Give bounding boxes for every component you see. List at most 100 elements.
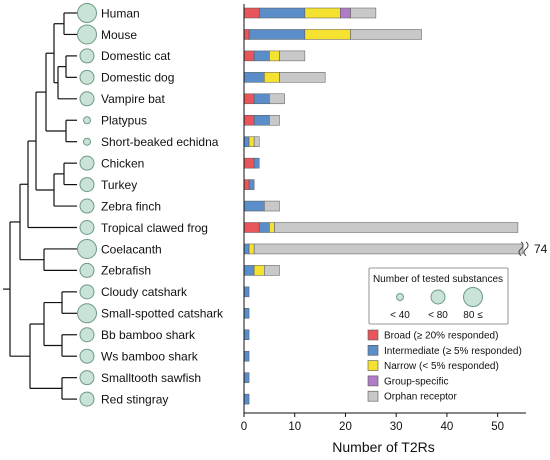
tested-substances-circle-platypus <box>83 116 91 125</box>
species-label-short-beaked-echidna: Short-beaked echidna <box>101 135 219 149</box>
bar-red-stingray-intermediate-5-responded <box>243 393 250 405</box>
legend-swatch-broad-20-responded <box>367 329 379 341</box>
tested-substances-circle-ws-bamboo-shark <box>79 348 95 364</box>
species-label-coelacanth: Coelacanth <box>101 242 162 256</box>
x-tick-label: 30 <box>390 421 403 433</box>
species-label-domestic-cat: Domestic cat <box>101 49 171 63</box>
species-label-human: Human <box>101 6 140 20</box>
truncated-total-label: 74 <box>534 242 548 256</box>
bar-vampire-bat-intermediate-5-responded <box>253 93 270 105</box>
tested-substances-circle-coelacanth <box>77 238 97 259</box>
tested-substances-circle-smalltooth-sawfish <box>79 370 95 386</box>
species-label-bb-bamboo-shark: Bb bamboo shark <box>101 328 196 342</box>
bar-platypus-orphan-receptor <box>269 115 280 126</box>
species-label-small-spotted-catshark: Small-spotted catshark <box>101 307 224 321</box>
bar-turkey-intermediate-5-responded <box>248 179 255 190</box>
bar-zebra-finch-intermediate-5-responded <box>243 200 265 212</box>
bar-platypus-broad-20-responded <box>243 115 255 126</box>
bar-human-narrow-5-responded <box>304 7 341 19</box>
tested-substances-circle-zebrafish <box>79 262 95 278</box>
tested-substances-circle-zebra-finch <box>79 198 95 214</box>
species-labels: Human Mouse Domestic cat Domestic dog Vampir… <box>101 6 224 406</box>
bar-zebra-finch-orphan-receptor <box>264 200 280 212</box>
legend-swatch-group-specific <box>367 375 379 387</box>
size-legend-circle-80 <box>430 289 446 305</box>
bar-tropical-clawed-frog-orphan-receptor <box>274 222 519 233</box>
bar-coelacanth-orphan-receptor <box>253 243 524 255</box>
tested-substances-circle-domestic-dog <box>79 69 95 85</box>
species-label-red-stingray: Red stingray <box>101 392 168 406</box>
legend-label-group-specific: Group-specific <box>384 376 448 387</box>
bar-mouse-orphan-receptor <box>350 29 422 40</box>
bar-mouse-broad-20-responded <box>243 29 250 40</box>
species-label-cloudy-catshark: Cloudy catshark <box>101 285 188 299</box>
x-tick-label: 40 <box>441 421 454 433</box>
bar-vampire-bat-broad-20-responded <box>243 93 255 105</box>
tested-substances-circle-cloudy-catshark <box>79 284 95 300</box>
bar-domestic-cat-broad-20-responded <box>243 50 255 62</box>
species-label-platypus: Platypus <box>101 114 147 128</box>
species-label-chicken: Chicken <box>101 156 144 170</box>
color-legend: Broad (≥ 20% responded) Intermediate (≥ 5… <box>367 329 522 403</box>
species-label-tropical-clawed-frog: Tropical clawed frog <box>101 221 208 235</box>
bar-domestic-dog-intermediate-5-responded <box>243 72 265 83</box>
legend-swatch-intermediate-5-responded <box>367 344 379 356</box>
legend-label-broad-20-responded: Broad (≥ 20% responded) <box>384 331 498 342</box>
bar-ws-bamboo-shark-intermediate-5-responded <box>243 350 250 362</box>
bar-coelacanth-intermediate-5-responded <box>243 243 250 255</box>
bar-chicken-broad-20-responded <box>243 157 255 169</box>
x-axis: 0 10 20 30 40 50 <box>241 4 526 433</box>
species-label-turkey: Turkey <box>101 178 137 192</box>
bar-small-spotted-catshark-intermediate-5-responded <box>243 308 250 319</box>
bar-domestic-dog-narrow-5-responded <box>264 72 280 83</box>
bar-domestic-dog-orphan-receptor <box>279 72 326 83</box>
bar-tropical-clawed-frog-narrow-5-responded <box>269 222 275 233</box>
bar-short-beaked-echidna-narrow-5-responded <box>248 136 255 147</box>
bar-domestic-cat-intermediate-5-responded <box>253 50 270 62</box>
size-legend-label: < 80 <box>428 310 448 321</box>
phylogenetic-tree <box>3 12 77 400</box>
bar-plot: 74 <box>243 7 548 405</box>
size-legend-circle-40 <box>396 293 404 301</box>
tested-substances-circle-tropical-clawed-frog <box>79 220 95 235</box>
bar-tropical-clawed-frog-broad-20-responded <box>243 222 260 233</box>
bar-human-broad-20-responded <box>243 7 260 19</box>
size-legend-label: 80 ≤ <box>463 310 483 321</box>
size-legend-label: < 40 <box>390 310 410 321</box>
size-legend-circle-80 <box>463 287 483 307</box>
tested-substances-circle-turkey <box>79 177 95 193</box>
bar-tropical-clawed-frog-intermediate-5-responded <box>258 222 270 233</box>
legend-label-narrow-5-responded: Narrow (< 5% responded) <box>384 361 499 372</box>
species-label-vampire-bat: Vampire bat <box>101 92 165 106</box>
legend-label-intermediate-5-responded: Intermediate (≥ 5% responded) <box>384 346 522 357</box>
bar-zebrafish-orphan-receptor <box>264 265 280 276</box>
size-legend-title: Number of tested substances <box>373 274 503 285</box>
tested-substance-circles <box>77 3 97 407</box>
species-label-ws-bamboo-shark: Ws bamboo shark <box>101 350 199 364</box>
bar-bb-bamboo-shark-intermediate-5-responded <box>243 329 250 340</box>
bar-chicken-intermediate-5-responded <box>253 157 260 169</box>
tested-substances-circle-chicken <box>79 155 95 171</box>
bar-smalltooth-sawfish-intermediate-5-responded <box>243 372 250 383</box>
bar-vampire-bat-orphan-receptor <box>269 93 285 105</box>
bar-turkey-broad-20-responded <box>243 179 250 190</box>
legend-label-orphan-receptor: Orphan receptor <box>384 392 457 403</box>
tested-substances-circle-bb-bamboo-shark <box>79 327 95 343</box>
species-label-zebra-finch: Zebra finch <box>101 199 161 213</box>
size-legend: Number of tested substances < 40 < 80 80 ≤ <box>368 267 509 325</box>
tested-substances-circle-domestic-cat <box>79 48 95 64</box>
tested-substances-circle-vampire-bat <box>79 91 95 107</box>
tested-substances-circle-small-spotted-catshark <box>77 303 97 324</box>
tested-substances-circle-short-beaked-echidna <box>83 137 91 146</box>
bar-human-intermediate-5-responded <box>258 7 306 19</box>
legend-swatch-orphan-receptor <box>367 390 379 402</box>
species-label-domestic-dog: Domestic dog <box>101 71 174 85</box>
bar-short-beaked-echidna-orphan-receptor <box>253 136 260 147</box>
bar-domestic-cat-narrow-5-responded <box>269 50 280 62</box>
bar-cloudy-catshark-intermediate-5-responded <box>243 286 250 298</box>
x-tick-label: 20 <box>339 421 352 433</box>
x-tick-label: 10 <box>288 421 301 433</box>
x-tick-label: 50 <box>491 421 504 433</box>
tested-substances-circle-red-stingray <box>79 391 95 407</box>
